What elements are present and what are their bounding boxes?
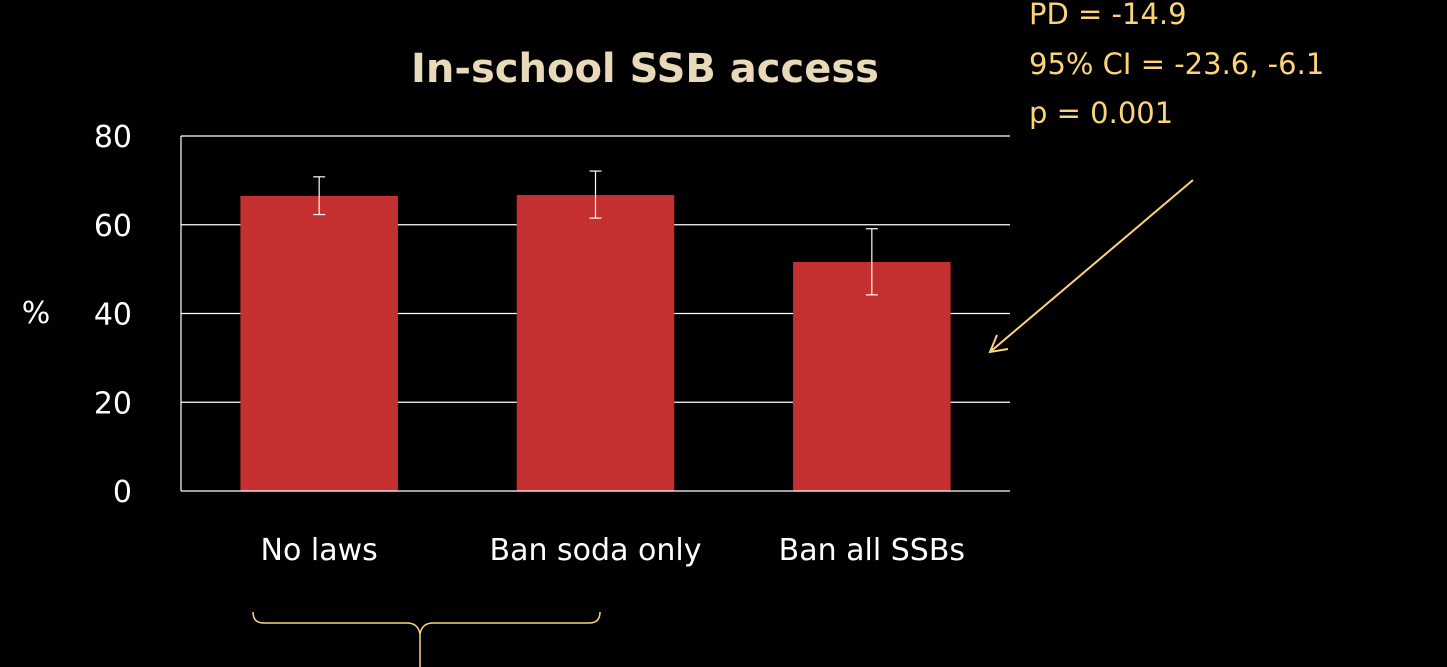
plot-area: 0 20 40 60 80 No laws Ban soda only Ban all SS… bbox=[94, 120, 1010, 568]
annotation-line-ci: 95% CI = -23.6, -6.1 bbox=[1029, 47, 1324, 81]
chart-title: In-school SSB access bbox=[411, 46, 879, 92]
bar-2 bbox=[793, 262, 951, 491]
y-tick-label-60: 60 bbox=[94, 209, 132, 244]
bar-1 bbox=[516, 195, 675, 492]
x-tick-label-1: Ban soda only bbox=[490, 533, 702, 568]
arrow-head bbox=[988, 334, 1009, 354]
x-tick-labels: No laws Ban soda only Ban all SSBs bbox=[261, 533, 965, 568]
y-tick-label-80: 80 bbox=[94, 120, 132, 155]
stat-annotation: PD = -14.9 95% CI = -23.6, -6.1 p = 0.00… bbox=[1029, 0, 1324, 130]
x-tick-label-2: Ban all SSBs bbox=[779, 533, 965, 568]
arrow-shaft bbox=[989, 179, 1194, 353]
error-bar-0 bbox=[313, 176, 326, 216]
error-bar-2 bbox=[865, 228, 878, 296]
y-tick-labels: 0 20 40 60 80 bbox=[94, 120, 132, 510]
annotation-arrow bbox=[988, 179, 1194, 354]
y-axis-label: % bbox=[22, 296, 51, 331]
annotation-line-p: p = 0.001 bbox=[1029, 96, 1173, 130]
grouping-bracket bbox=[252, 611, 601, 667]
error-bars-group bbox=[313, 170, 878, 296]
y-tick-label-0: 0 bbox=[113, 475, 132, 510]
x-tick-label-0: No laws bbox=[261, 533, 378, 568]
y-tick-label-40: 40 bbox=[94, 298, 132, 333]
annotation-line-pd: PD = -14.9 bbox=[1029, 0, 1187, 31]
bar-0 bbox=[240, 195, 398, 491]
y-tick-label-20: 20 bbox=[94, 386, 132, 421]
bars-group bbox=[240, 195, 951, 492]
error-bar-1 bbox=[589, 170, 602, 219]
